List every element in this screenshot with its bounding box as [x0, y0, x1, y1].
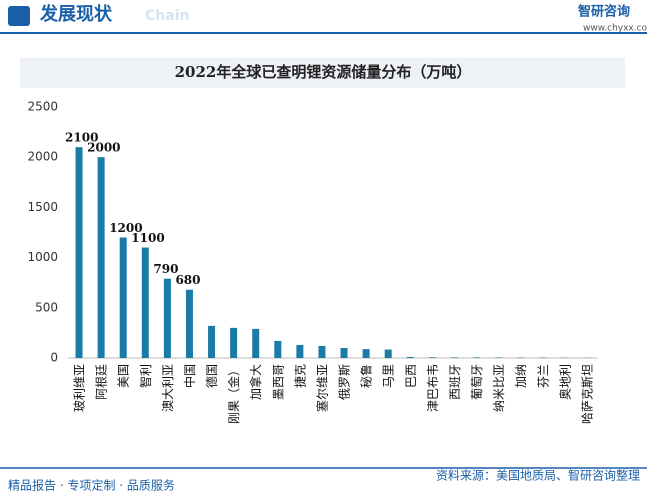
- x-tick-label: 墨西哥: [271, 364, 285, 400]
- x-tick-label: 阿根廷: [95, 364, 109, 400]
- x-tick-label: 巴西: [404, 364, 418, 388]
- bar: [450, 357, 458, 358]
- x-tick-label: 美国: [117, 364, 131, 388]
- bar: [318, 345, 326, 358]
- bar: [495, 357, 503, 358]
- bar: [75, 147, 83, 358]
- x-tick-label: 秘鲁: [360, 364, 374, 388]
- bar: [428, 357, 436, 358]
- x-tick-label: 澳大利亚: [161, 364, 175, 412]
- bar: [406, 356, 414, 358]
- header-subtitle: Chain: [145, 8, 189, 24]
- header-icon: [8, 6, 30, 26]
- x-tick-label: 中国: [182, 364, 197, 388]
- url: www.chyxx.com: [583, 24, 647, 34]
- bar: [163, 278, 171, 358]
- x-tick-label: 芬兰: [536, 364, 550, 388]
- x-tick-label: 哈萨克斯坦: [580, 364, 594, 424]
- x-tick-label: 加拿大: [248, 364, 263, 400]
- header-title: 发展现状: [39, 3, 113, 25]
- value-label: 2000: [87, 141, 120, 155]
- bar: [473, 357, 481, 358]
- value-label: 2100: [65, 131, 98, 145]
- bar: [97, 157, 105, 358]
- bar: [208, 325, 216, 358]
- value-label: 680: [175, 273, 200, 287]
- bar: [296, 344, 304, 358]
- logo: 智研咨询: [578, 4, 630, 20]
- title-box: [20, 58, 625, 88]
- bar: [185, 289, 193, 358]
- bar: [141, 247, 149, 358]
- x-tick-label: 德国: [204, 364, 219, 388]
- y-tick-label: 1000: [27, 250, 58, 264]
- value-label: 790: [153, 262, 178, 276]
- x-tick-label: 加纳: [514, 364, 528, 388]
- bar: [362, 349, 370, 358]
- x-tick-label: 奥地利: [558, 364, 572, 400]
- bar: [384, 349, 392, 358]
- y-tick-label: 0: [50, 351, 58, 365]
- value-label: 1100: [131, 231, 164, 245]
- bar: [340, 347, 348, 358]
- value-label: 1200: [109, 221, 142, 235]
- x-tick-label: 刚果（金）: [226, 364, 241, 424]
- chart-title: 2022年全球已查明锂资源储量分布（万吨）: [175, 63, 472, 81]
- y-tick-label: 1500: [27, 200, 58, 214]
- x-tick-label: 西班牙: [448, 364, 462, 400]
- footer-left: 精品报告 · 专项定制 · 品质服务: [8, 478, 175, 493]
- x-tick-label: 津巴布韦: [426, 364, 440, 412]
- bar: [252, 328, 260, 358]
- source: 资料来源：美国地质局、智研咨询整理: [436, 468, 640, 483]
- bar: [230, 327, 238, 358]
- x-tick-label: 智利: [138, 364, 153, 388]
- y-tick-label: 500: [35, 300, 58, 314]
- bar: [274, 340, 282, 358]
- x-tick-label: 玻利维亚: [73, 364, 87, 412]
- y-tick-label: 2500: [27, 100, 58, 114]
- bar: [119, 237, 127, 358]
- x-tick-label: 塞尔维亚: [314, 364, 329, 412]
- x-tick-label: 马里: [382, 364, 396, 388]
- y-tick-label: 2000: [27, 150, 58, 164]
- x-tick-label: 葡萄牙: [470, 364, 484, 400]
- x-tick-label: 捷克: [293, 364, 307, 388]
- x-tick-label: 俄罗斯: [338, 364, 352, 400]
- x-tick-label: 纳米比亚: [492, 364, 506, 412]
